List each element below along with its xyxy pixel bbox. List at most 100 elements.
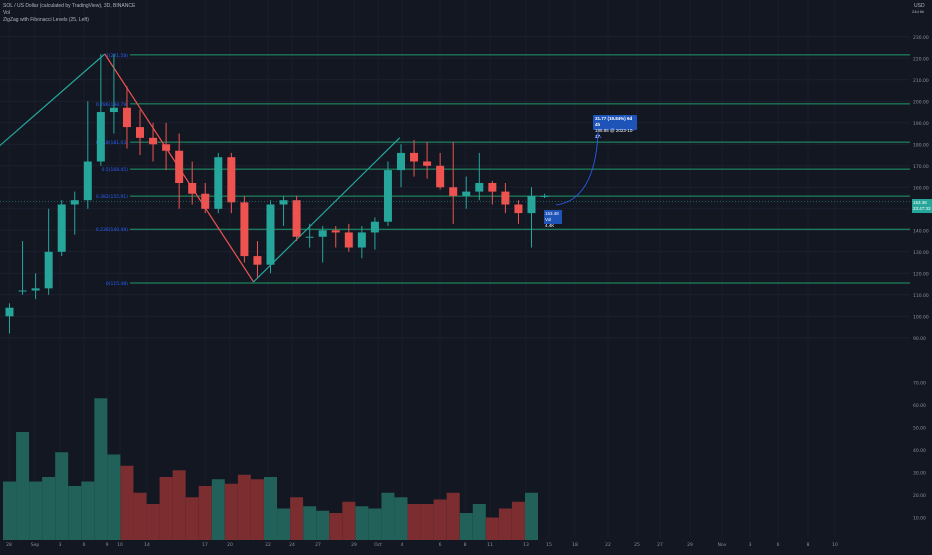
prediction-line2: 185.85 @ 2023-10-17 <box>595 128 634 139</box>
candle-body <box>331 230 340 233</box>
candle-body <box>162 144 171 151</box>
candle-body <box>227 157 236 203</box>
volume-bar <box>107 454 121 540</box>
candle-body <box>462 191 471 196</box>
candle-body <box>18 290 27 292</box>
volume-bar <box>250 479 264 540</box>
candle-body <box>96 112 105 162</box>
price-tick-label: 130.00 <box>913 250 929 256</box>
price-axis[interactable]: 90.00100.00110.00120.00130.00140.00150.0… <box>913 35 929 522</box>
volume-bar <box>16 432 30 540</box>
volume-bar <box>185 497 199 540</box>
candle-body <box>122 107 131 128</box>
fib-level-label: 0.618(181.03) <box>96 140 128 146</box>
time-tick-label: Sep <box>31 542 40 548</box>
time-tick-label: Nov <box>718 542 727 548</box>
candle-body <box>527 195 536 214</box>
prediction-label[interactable]: 31.77 (19.84%) 6d 4h 185.85 @ 2023-10-17 <box>593 115 637 139</box>
prediction-arc <box>555 134 599 206</box>
candle-body <box>292 200 301 237</box>
volume-bar <box>433 499 447 540</box>
price-tick-label: 100.00 <box>913 314 929 320</box>
volume-bar <box>237 474 251 540</box>
fib-level-label: 0.382(155.91) <box>96 194 128 200</box>
candle-body <box>423 161 432 166</box>
zigzag-segment <box>0 53 106 147</box>
volume-bar <box>68 486 82 540</box>
volume-bar <box>81 481 95 540</box>
volume-bar <box>120 465 134 540</box>
fibonacci-levels: 1(221.58) 0.786(198.79) 0.618(181.03) 0.5(1… <box>96 53 910 287</box>
price-tick-label: 110.00 <box>913 293 929 299</box>
volume-bar <box>459 513 473 540</box>
fib-level-label: 0.786(198.79) <box>96 102 128 108</box>
candle-body <box>175 150 184 183</box>
fib-level-label: 1(221.58) <box>106 53 128 59</box>
time-tick-label: 18 <box>572 542 578 548</box>
candle-body <box>83 161 92 201</box>
candle-body <box>449 187 458 196</box>
currency-sub: 24d 6h <box>912 9 925 14</box>
volume-bar <box>420 504 434 540</box>
price-tick-label: 90.00 <box>913 336 926 342</box>
volume-bar <box>316 510 330 540</box>
vol-label[interactable]: Vol <box>3 10 10 16</box>
candle-body <box>5 307 14 317</box>
volume-bar <box>133 492 147 540</box>
fib-level-label: 0.5(168.45) <box>102 167 129 173</box>
candle-body <box>70 200 79 205</box>
time-tick-label: 29 <box>351 542 357 548</box>
volume-bar <box>446 492 460 540</box>
candlesticks[interactable] <box>5 54 549 334</box>
time-tick-label: 3 <box>59 542 62 548</box>
time-tick-label: 14 <box>144 542 150 548</box>
time-tick-label: 11 <box>487 542 493 548</box>
price-tick-label: 140.00 <box>913 228 929 234</box>
candle-body <box>397 152 405 171</box>
time-tick-label: 24 <box>289 542 295 548</box>
candle-body <box>410 152 419 162</box>
volume-bar <box>485 517 499 540</box>
grid-lines <box>0 36 910 339</box>
candle-body <box>370 221 379 233</box>
volume-bar <box>94 398 108 540</box>
volume-bar <box>172 470 186 540</box>
time-tick-label: 29 <box>687 542 693 548</box>
current-price-text: 153.48 <box>545 211 559 216</box>
volume-bar <box>159 477 173 540</box>
time-tick-label: 6 <box>439 542 442 548</box>
indicator-label[interactable]: ZigZag with Fibonacci Levels (25, Left) <box>3 17 89 23</box>
candle-body <box>240 202 249 257</box>
overlays <box>0 132 910 206</box>
last-price-tag: 153.38 23:47:33 <box>912 199 932 213</box>
volume-tick-label: 70.00 <box>913 381 926 387</box>
time-tick-label: Oct <box>374 542 382 548</box>
time-tick-label: 6 <box>777 542 780 548</box>
time-tick-label: 28 <box>6 542 12 548</box>
last-price-value: 153.38 <box>913 200 927 205</box>
candle-body <box>214 157 223 209</box>
volume-bar <box>42 477 56 540</box>
volume-tick-label: 30.00 <box>913 471 926 477</box>
candle-body <box>279 200 288 205</box>
volume-bar <box>407 504 421 540</box>
candle-body <box>136 127 144 138</box>
time-axis[interactable]: 28 Sep 3 6 9 10 14 17 20 22 24 27 29 Oct 4 6 8 11 13 15 18 22… <box>6 542 838 548</box>
candle-body <box>57 204 66 252</box>
volume-bar <box>3 481 16 540</box>
price-tick-label: 170.00 <box>913 164 929 170</box>
candle-body <box>149 137 158 145</box>
time-tick-label: 3 <box>749 542 752 548</box>
time-tick-label: 13 <box>523 542 529 548</box>
candle-body <box>344 232 353 248</box>
current-info-box: 153.48 Vol 4.4K <box>544 210 562 228</box>
volume-tick-label: 20.00 <box>913 493 926 499</box>
candle-body <box>436 165 445 188</box>
candle-body <box>514 204 523 214</box>
volume-bar <box>511 501 525 540</box>
volume-bar <box>303 506 317 540</box>
time-tick-label: 9 <box>106 542 109 548</box>
volume-bar <box>525 492 538 540</box>
